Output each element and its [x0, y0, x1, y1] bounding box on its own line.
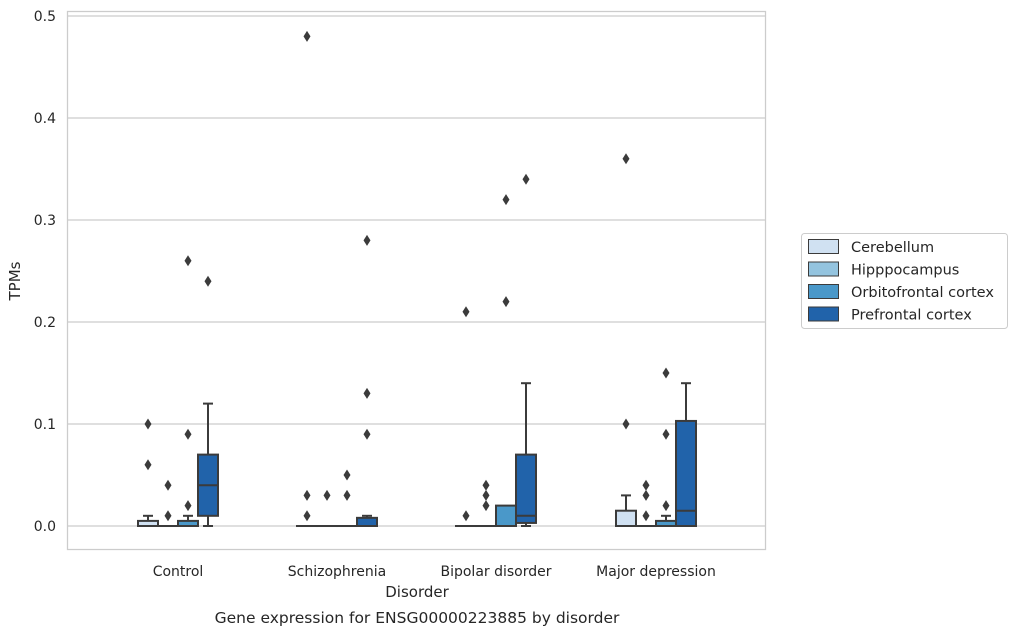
box-prefrontal-cortex	[197, 275, 219, 527]
gridlines	[68, 15, 766, 527]
outlier-point	[343, 469, 351, 481]
legend: Cerebellum Hipppocampus Orbitofrontal cort…	[801, 233, 1008, 329]
box-hipppocampus	[635, 479, 657, 528]
outlier-point	[482, 489, 490, 501]
outlier-point	[662, 428, 670, 440]
outlier-point	[622, 153, 630, 165]
legend-swatch	[808, 284, 839, 299]
box-hipppocampus	[316, 489, 338, 528]
box-orbitofrontal-cortex	[336, 469, 358, 528]
y-tick-label: 0.4	[34, 111, 56, 127]
legend-swatch	[808, 261, 839, 277]
outlier-point	[462, 510, 470, 522]
legend-swatch	[808, 306, 839, 322]
x-tick-label: Schizophrenia	[288, 564, 386, 580]
outlier-point	[184, 428, 192, 440]
x-tick-label: Control	[153, 564, 204, 580]
y-tick-label: 0.2	[34, 315, 56, 331]
legend-label: Prefrontal cortex	[851, 308, 972, 324]
box-iqr	[356, 516, 378, 528]
outlier-point	[303, 510, 311, 522]
box-iqr	[515, 453, 537, 524]
y-axis-label: TPMs	[6, 261, 24, 301]
box-orbitofrontal-cortex	[495, 194, 517, 528]
outlier-point	[204, 275, 212, 287]
x-axis-label: Disorder	[385, 583, 449, 601]
box-cerebellum	[455, 306, 477, 528]
outlier-point	[482, 479, 490, 491]
legend-swatch	[808, 239, 839, 254]
box-hipppocampus	[475, 479, 497, 528]
outlier-point	[622, 418, 630, 430]
outlier-point	[144, 418, 152, 430]
outlier-point	[184, 255, 192, 267]
y-axis-ticks: 0.0 0.1 0.2 0.3 0.4 0.5	[34, 9, 56, 535]
outlier-point	[184, 500, 192, 512]
x-tick-label: Bipolar disorder	[440, 564, 551, 580]
outlier-point	[482, 500, 490, 512]
outlier-point	[303, 489, 311, 501]
outlier-point	[343, 489, 351, 501]
box-plot-area	[137, 30, 697, 528]
outlier-point	[164, 510, 172, 522]
y-tick-label: 0.0	[34, 519, 56, 535]
outlier-point	[164, 479, 172, 491]
legend-frame	[801, 233, 1008, 329]
y-tick-label: 0.1	[34, 417, 56, 433]
outlier-point	[363, 428, 371, 440]
box-cerebellum	[296, 30, 318, 528]
box-orbitofrontal-cortex	[655, 367, 677, 528]
x-axis-ticks: Control Schizophrenia Bipolar disorder Majo…	[153, 564, 716, 580]
box-iqr	[675, 419, 697, 527]
legend-label: Cerebellum	[851, 240, 934, 256]
box-cerebellum	[137, 418, 159, 528]
box-hipppocampus	[157, 479, 179, 528]
outlier-point	[363, 387, 371, 399]
outlier-point	[323, 489, 331, 501]
box-prefrontal-cortex	[675, 382, 697, 527]
outlier-point	[662, 500, 670, 512]
box-iqr	[495, 504, 517, 528]
box-iqr	[615, 509, 637, 528]
outlier-point	[642, 489, 650, 501]
y-tick-label: 0.5	[34, 9, 56, 25]
box-prefrontal-cortex	[515, 173, 537, 527]
outlier-point	[642, 479, 650, 491]
outlier-point	[502, 194, 510, 206]
outlier-point	[462, 306, 470, 318]
y-tick-label: 0.3	[34, 213, 56, 229]
outlier-point	[502, 296, 510, 308]
box-cerebellum	[615, 153, 637, 528]
outlier-point	[363, 234, 371, 246]
outlier-point	[662, 367, 670, 379]
legend-label: Orbitofrontal cortex	[851, 285, 994, 301]
outlier-point	[144, 459, 152, 471]
outlier-point	[303, 30, 311, 42]
box-orbitofrontal-cortex	[177, 255, 199, 528]
outlier-point	[522, 173, 530, 185]
outlier-point	[642, 510, 650, 522]
x-tick-label: Major depression	[596, 564, 716, 580]
chart-caption: Gene expression for ENSG00000223885 by d…	[215, 609, 620, 627]
box-prefrontal-cortex	[356, 234, 378, 528]
plot-frame	[66, 10, 767, 551]
legend-label: Hipppocampus	[851, 263, 959, 279]
